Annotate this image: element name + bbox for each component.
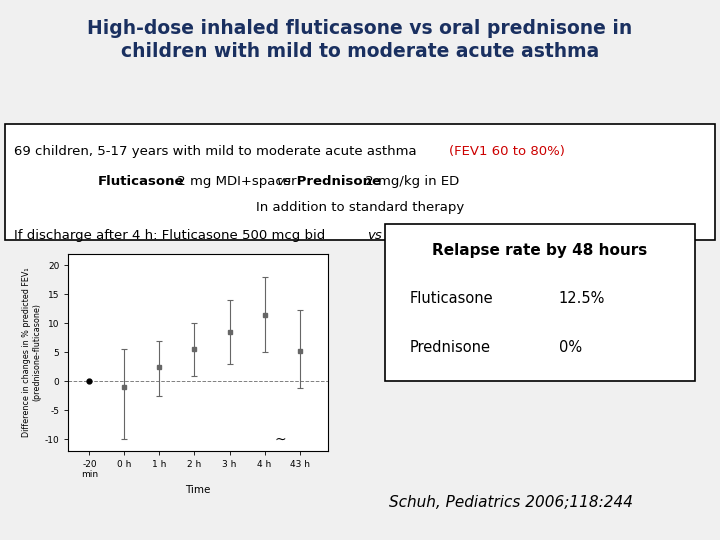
Text: High-dose inhaled fluticasone vs oral prednisone in
children with mild to modera: High-dose inhaled fluticasone vs oral pr…: [87, 19, 633, 62]
X-axis label: Time: Time: [185, 485, 211, 495]
Y-axis label: Difference in changes in % predicted FEV₁
(prednisone-fluticasone): Difference in changes in % predicted FEV…: [22, 267, 42, 437]
Text: Fluticasone: Fluticasone: [97, 176, 184, 188]
Text: vs: vs: [276, 176, 291, 188]
Text: Prednisone 1 mg/kg, 7 days: Prednisone 1 mg/kg, 7 days: [382, 228, 571, 242]
FancyBboxPatch shape: [385, 224, 695, 381]
Text: 2 mg MDI+spacer: 2 mg MDI+spacer: [174, 176, 301, 188]
Text: Schuh, Pediatrics 2006;118:244: Schuh, Pediatrics 2006;118:244: [390, 495, 633, 510]
Text: Prednisone: Prednisone: [292, 176, 381, 188]
Text: 69 children, 5-17 years with mild to moderate acute asthma: 69 children, 5-17 years with mild to mod…: [14, 145, 420, 158]
Text: (FEV1 60 to 80%): (FEV1 60 to 80%): [449, 145, 565, 158]
Text: In addition to standard therapy: In addition to standard therapy: [256, 201, 464, 214]
Text: Fluticasone: Fluticasone: [410, 292, 494, 306]
Text: Relapse rate by 48 hours: Relapse rate by 48 hours: [433, 243, 647, 258]
FancyBboxPatch shape: [5, 124, 715, 240]
Text: If discharge after 4 h: Fluticasone 500 mcg bid: If discharge after 4 h: Fluticasone 500 …: [14, 228, 329, 242]
Text: Prednisone: Prednisone: [410, 340, 491, 355]
Text: 2 mg/kg in ED: 2 mg/kg in ED: [361, 176, 459, 188]
Text: 0%: 0%: [559, 340, 582, 355]
Text: vs: vs: [367, 228, 382, 242]
Text: 12.5%: 12.5%: [559, 292, 605, 306]
Text: ~: ~: [274, 432, 286, 446]
